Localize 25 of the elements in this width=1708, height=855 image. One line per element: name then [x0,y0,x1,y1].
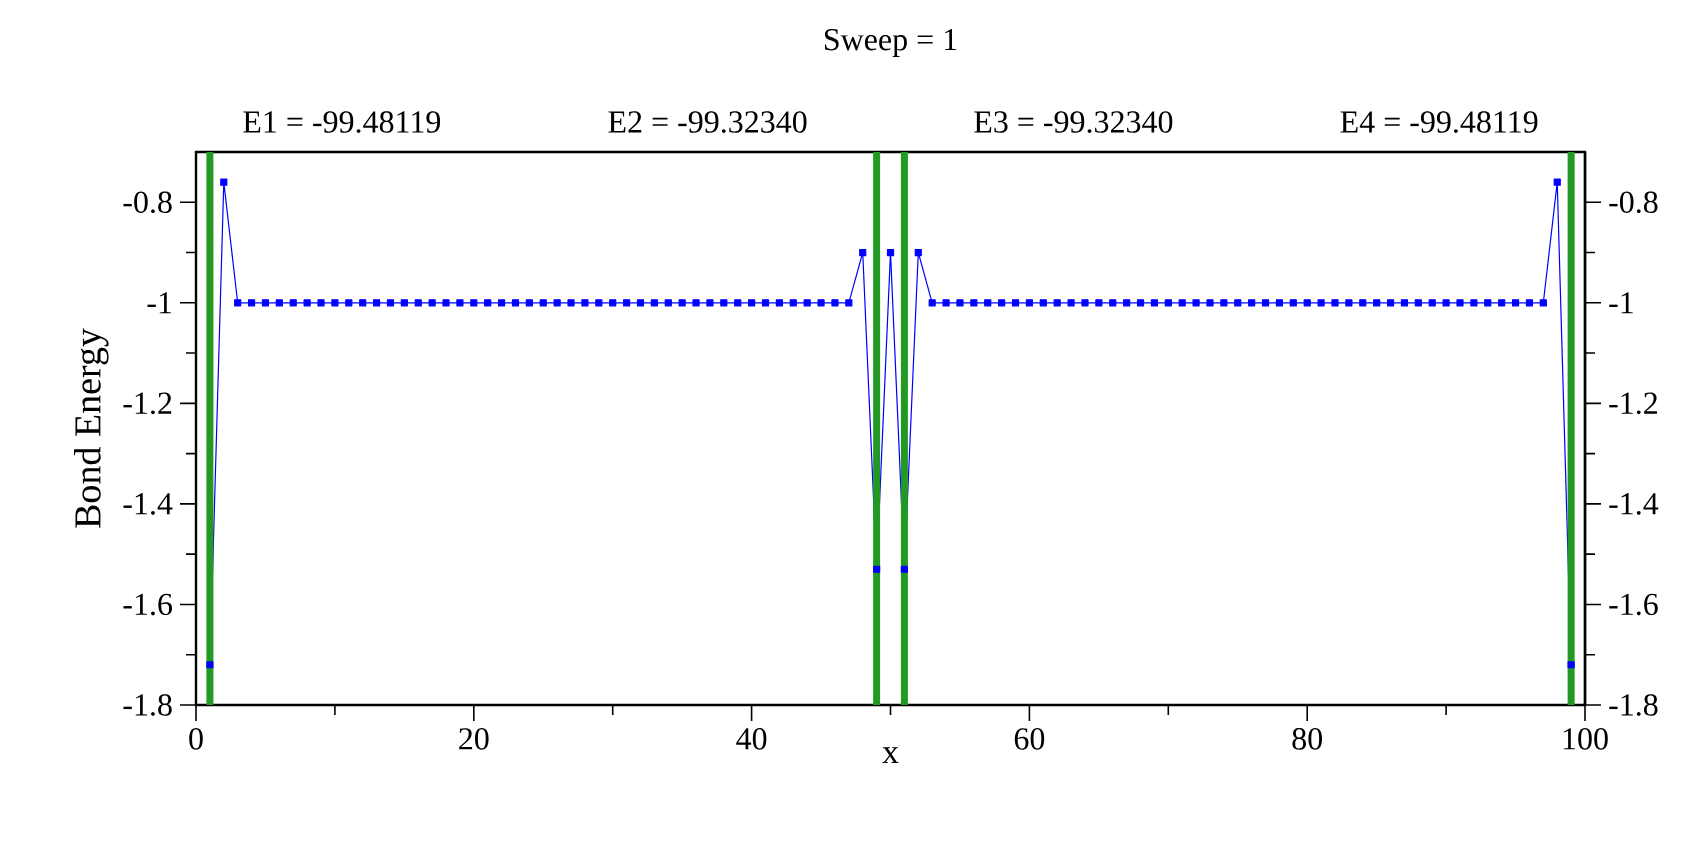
y-tick-label: -1.8 [123,694,172,716]
text: E2 = -99.32340 [608,111,807,133]
y-axis-title: Bond Energy [74,328,109,528]
x-tick-label: 80 [1292,728,1322,750]
y2-tick-label: -1.4 [1609,493,1659,515]
y-tick-label: -0.8 [123,191,172,214]
chart-title: Sweep = 1 [824,28,957,57]
text: E3 = -99.32340 [974,111,1173,133]
y-tick-label: -1.2 [123,392,172,415]
y-tick-label: -1.6 [123,593,172,616]
x-tick-label: 40 [736,728,767,750]
y2-tick-label: -1.6 [1609,593,1658,616]
y2-tick-label: -0.8 [1609,191,1658,214]
x-tick-label: 20 [459,728,489,750]
x-tick-label: 0 [189,728,203,750]
y2-tick-label: -1.8 [1609,694,1658,716]
text: E4 = -99.48119 [1340,111,1538,133]
x-axis-title: x [882,747,899,763]
x-tick-label: 100 [1563,728,1608,750]
x-tick-label: 60 [1014,728,1045,750]
y2-tick-label: -1.2 [1609,392,1657,415]
y2-tick-label: -1 [1609,292,1633,314]
text: E1 = -99.48119 [243,111,441,133]
y-tick-label: -1 [147,292,172,314]
y-tick-label: -1.4 [123,493,173,515]
